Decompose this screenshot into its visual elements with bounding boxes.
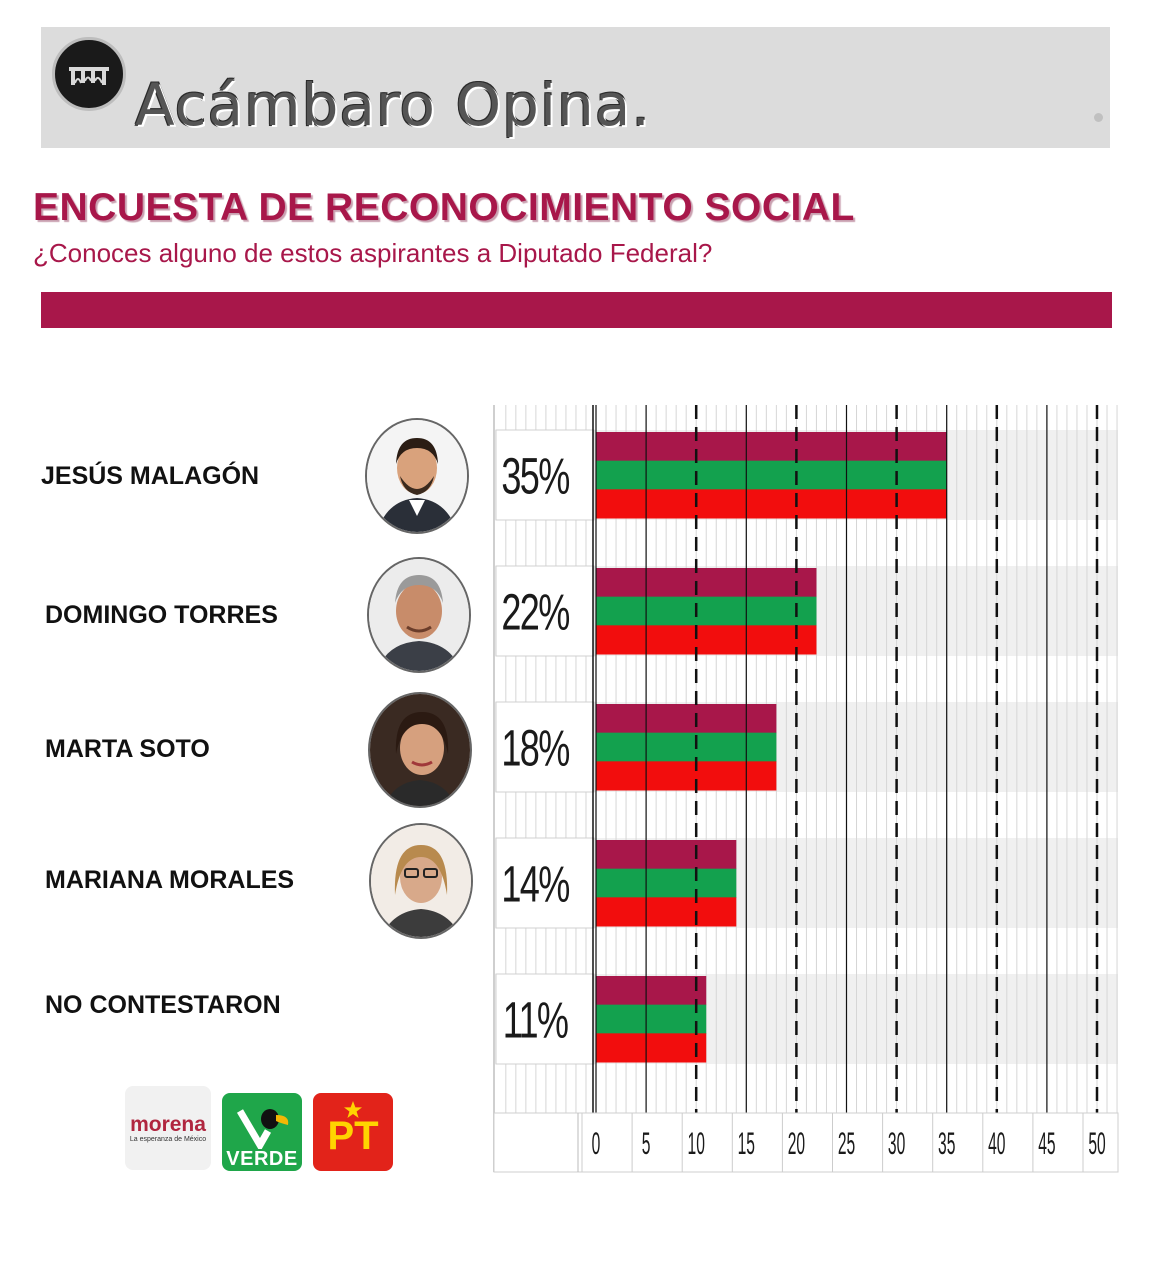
brand-title: Acámbaro Opina. [135, 71, 651, 139]
brand-logo-icon [52, 37, 126, 111]
percent-label: 11% [503, 992, 568, 1048]
x-tick-label: 50 [1088, 1127, 1105, 1161]
survey-title: ENCUESTA DE RECONOCIMIENTO SOCIAL [33, 186, 855, 229]
toucan-icon [236, 1109, 289, 1149]
bar-stripe [596, 897, 737, 927]
percent-box [495, 701, 595, 793]
percent-box [495, 429, 595, 521]
bar-stripe [596, 568, 817, 598]
x-tick-label: 45 [1038, 1127, 1055, 1161]
bar-stripe [596, 840, 737, 870]
bar-stripe [596, 625, 817, 655]
candidate-name: DOMINGO TORRES [45, 601, 278, 629]
candidate-name: JESÚS MALAGÓN [41, 462, 260, 490]
brand-header: Acámbaro Opina. [41, 27, 1110, 148]
x-tick-label: 20 [788, 1127, 805, 1161]
survey-question: ¿Conoces alguno de estos aspirantes a Di… [33, 238, 713, 268]
candidate-photo [365, 418, 469, 534]
percent-box [495, 973, 595, 1065]
x-tick-label: 10 [688, 1127, 705, 1161]
morena-logo-text: morena [130, 1112, 206, 1136]
bar-stripe [596, 460, 947, 490]
x-tick-label: 5 [642, 1127, 651, 1161]
x-tick-label: 15 [738, 1127, 755, 1161]
bar-stripe [596, 732, 777, 762]
x-tick-label: 35 [938, 1127, 955, 1161]
percent-box [495, 837, 595, 929]
candidate-photo [367, 557, 471, 673]
percent-label: 35% [501, 448, 569, 504]
morena-tagline: La esperanza de México [129, 1135, 207, 1143]
x-axis-strip [493, 1112, 1119, 1173]
percent-label: 22% [501, 584, 569, 640]
bar-stripe [596, 596, 817, 626]
bar-stripe [596, 704, 777, 734]
bar-stripe [596, 761, 777, 791]
candidate-name: NO CONTESTARON [45, 991, 281, 1019]
percent-label: 14% [501, 856, 569, 912]
x-tick-label: 30 [888, 1127, 905, 1161]
bar-stripe [596, 489, 947, 519]
verde-logo: VERDE [222, 1093, 302, 1171]
verde-logo-text: VERDE [226, 1148, 298, 1170]
percent-box [495, 565, 595, 657]
accent-band [41, 292, 1112, 328]
morena-logo: morena La esperanza de México [125, 1086, 211, 1170]
bar-stripe [596, 432, 947, 462]
pt-logo: PT [313, 1093, 393, 1171]
x-tick-label: 0 [592, 1127, 601, 1161]
bar-stripe [596, 868, 737, 898]
bar-stripe [596, 976, 707, 1006]
candidate-name: MARIANA MORALES [45, 866, 295, 894]
header-dot [1094, 113, 1103, 122]
x-tick-label: 25 [838, 1127, 855, 1161]
candidate-name: MARTA SOTO [45, 735, 210, 763]
candidate-photo [369, 823, 473, 939]
pt-logo-text: PT [327, 1114, 379, 1158]
star-icon [344, 1101, 362, 1118]
bar-stripe [596, 1004, 707, 1034]
percent-label: 18% [501, 720, 569, 776]
bar-stripe [596, 1033, 707, 1063]
x-tick-label: 40 [988, 1127, 1005, 1161]
candidate-photo [368, 692, 472, 808]
